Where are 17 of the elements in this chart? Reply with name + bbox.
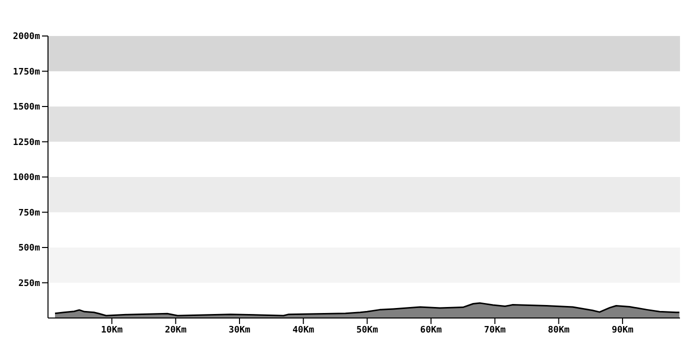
y-tick-label: 1000m <box>12 173 41 184</box>
x-tick-label: 50Km <box>356 325 379 336</box>
x-tick-label: 30Km <box>228 325 251 336</box>
y-tick-label: 750m <box>18 208 41 218</box>
x-tick-label: 80Km <box>548 325 570 336</box>
y-tick-label: 500m <box>18 244 41 254</box>
x-tick-label: 60Km <box>420 325 442 336</box>
y-tick-label: 250m <box>18 278 41 289</box>
x-tick-label: 40Km <box>292 325 315 336</box>
y-tick-label: 1500m <box>12 102 41 113</box>
x-tick-label: 90Km <box>612 325 634 336</box>
y-tick-label: 1750m <box>12 67 41 78</box>
y-tick-label: 1250m <box>12 138 41 148</box>
y-tick-label: 2000m <box>12 32 41 42</box>
x-tick-label: 10Km <box>100 325 124 336</box>
x-tick-label: 70Km <box>484 325 506 336</box>
x-tick-label: 20Km <box>164 325 188 336</box>
